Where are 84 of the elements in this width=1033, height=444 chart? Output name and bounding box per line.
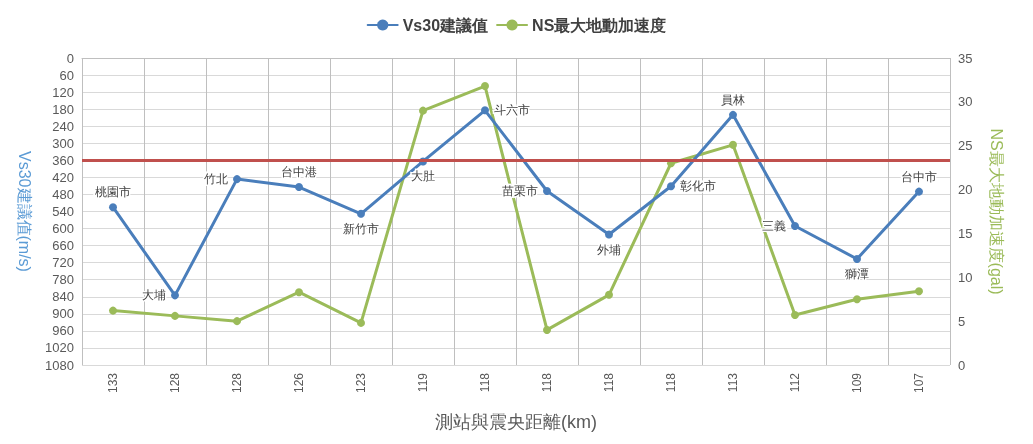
x-tick-label: 128: [230, 372, 244, 394]
point: [295, 288, 303, 297]
y2-axis-title: NS最大地動加速度(gal): [987, 128, 1005, 295]
x-tick-label: 119: [416, 372, 430, 393]
y-tick-label: 600: [52, 221, 74, 237]
y-tick-label: 1020: [45, 340, 74, 356]
y-tick-label: 660: [52, 238, 74, 254]
point: [233, 175, 241, 184]
y2-tick-label: 15: [958, 225, 973, 241]
point: [853, 295, 861, 304]
x-tick-label: 118: [478, 372, 492, 393]
point: [729, 140, 737, 149]
y-tick-label: 120: [52, 84, 74, 100]
point: [915, 287, 923, 296]
point: [915, 187, 923, 196]
data-label: 竹北: [204, 172, 228, 187]
x-tick-label: 133: [106, 372, 120, 394]
x-tick-label: 118: [602, 372, 616, 393]
x-tick-label: 123: [354, 372, 368, 394]
point: [109, 306, 117, 315]
data-label: 彰化市: [680, 179, 716, 194]
point: [543, 325, 551, 334]
x-tick-label: 128: [168, 372, 182, 394]
point: [295, 183, 303, 192]
y2-tick-label: 30: [958, 94, 973, 110]
point: [233, 317, 241, 326]
y-tick-label: 720: [52, 255, 74, 271]
y-tick-label: 60: [59, 67, 74, 83]
y2-tick-label: 25: [958, 138, 973, 154]
x-tick-label: 113: [726, 372, 740, 393]
y-tick-label: 840: [52, 289, 74, 305]
point: [171, 311, 179, 320]
data-label: 獅潭: [845, 266, 869, 281]
data-label: 台中市: [901, 169, 937, 184]
point: [667, 182, 675, 191]
x-axis-title: 測站與震央距離(km): [435, 412, 597, 432]
y-axis-title: Vs30建議值(m/s): [15, 151, 33, 272]
y-tick-label: 1080: [45, 357, 74, 373]
y2-tick-label: 35: [958, 50, 973, 66]
legend-label: Vs30建議值: [402, 16, 489, 34]
legend-label: NS最大地動加速度: [532, 15, 667, 34]
y-tick-label: 0: [66, 50, 74, 66]
x-tick-label: 107: [912, 372, 926, 394]
point: [853, 254, 861, 263]
x-tick-label: 109: [850, 372, 864, 394]
point: [543, 187, 551, 196]
y-tick-label: 360: [52, 152, 74, 168]
x-tick-label: 118: [664, 372, 678, 393]
data-label: 台中港: [281, 165, 317, 180]
point: [357, 209, 365, 218]
y-tick-label: 180: [52, 101, 74, 117]
point: [481, 82, 489, 91]
point: [729, 110, 737, 119]
y-tick-label: 540: [52, 204, 74, 219]
point: [605, 230, 613, 239]
data-label: 大埔: [142, 288, 166, 303]
point: [791, 222, 799, 230]
x-tick-label: 112: [788, 372, 802, 393]
y-tick-label: 300: [52, 135, 74, 151]
point: [171, 291, 179, 300]
y2-tick-label: 10: [958, 269, 973, 285]
y-tick-label: 900: [52, 306, 74, 322]
point: [481, 106, 489, 115]
data-label: 大肚: [411, 169, 435, 184]
y-tick-label: 960: [52, 323, 74, 339]
point: [109, 203, 117, 212]
data-label: 新竹市: [343, 221, 379, 236]
point: [357, 318, 365, 327]
data-label: 外埔: [597, 242, 621, 257]
x-tick-label: 126: [292, 372, 306, 394]
y-tick-label: 240: [52, 118, 74, 134]
point: [791, 311, 799, 319]
data-label: 員林: [721, 92, 745, 107]
y-tick-label: 480: [52, 186, 74, 202]
y-tick-label: 420: [52, 169, 74, 185]
y2-tick-label: 20: [958, 182, 973, 198]
data-label: 斗六市: [494, 103, 530, 118]
y2-tick-label: 5: [958, 313, 966, 329]
point: [419, 106, 427, 115]
point: [605, 290, 613, 299]
y2-tick-label: 0: [958, 357, 966, 373]
y-tick-label: 780: [52, 272, 74, 288]
x-tick-label: 118: [540, 372, 554, 393]
data-label: 桃園市: [95, 185, 131, 200]
